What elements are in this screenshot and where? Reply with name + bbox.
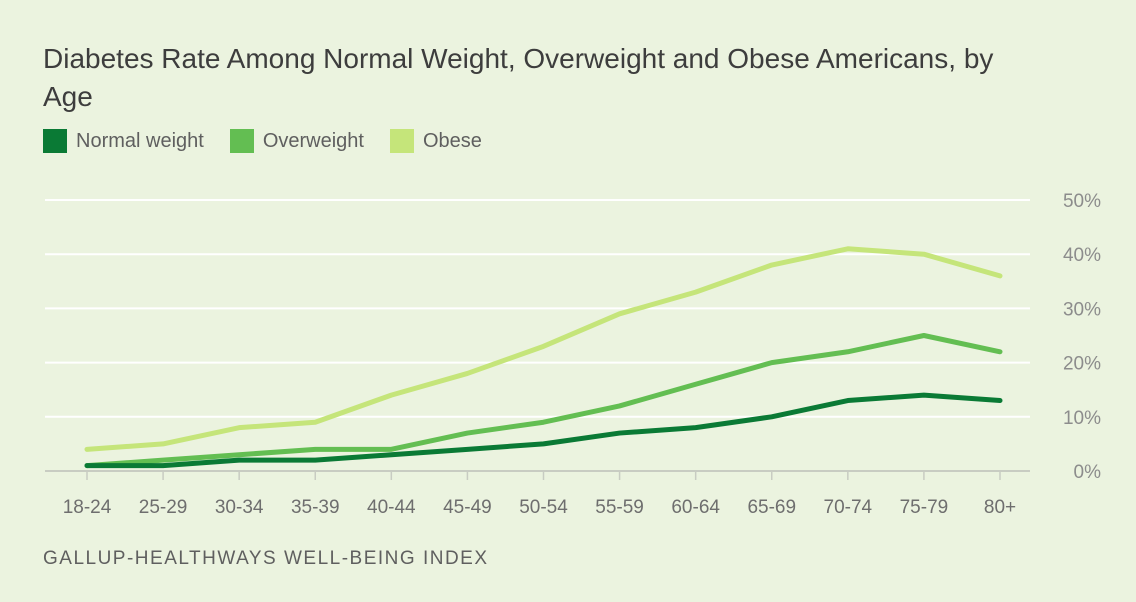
x-tick-label: 30-34 <box>215 497 264 518</box>
chart-figure: Diabetes Rate Among Normal Weight, Overw… <box>0 0 1136 602</box>
x-tick-label: 50-54 <box>519 497 568 518</box>
x-tick-label: 35-39 <box>291 497 340 518</box>
line-chart: 0% 10% 20% 30% 40% 50% 18-24 25-29 30-34 35-39 40-… <box>0 0 1136 602</box>
x-tick-label: 80+ <box>984 497 1016 518</box>
x-tick-label: 18-24 <box>63 497 112 518</box>
x-tick-label: 75-79 <box>900 497 949 518</box>
x-tick-label: 70-74 <box>824 497 873 518</box>
x-tick-label: 40-44 <box>367 497 416 518</box>
y-tick-label: 30% <box>1063 299 1101 320</box>
y-tick-label: 50% <box>1063 191 1101 212</box>
x-tick-label: 65-69 <box>747 497 796 518</box>
x-tick-label: 25-29 <box>139 497 188 518</box>
x-tick-label: 45-49 <box>443 497 492 518</box>
x-tick-label: 60-64 <box>671 497 720 518</box>
y-tick-label: 40% <box>1063 245 1101 266</box>
source-note: GALLUP-HEALTHWAYS WELL-BEING INDEX <box>43 548 489 570</box>
y-tick-label: 0% <box>1074 462 1102 483</box>
y-tick-label: 10% <box>1063 408 1101 429</box>
y-tick-label: 20% <box>1063 354 1101 375</box>
x-tick-label: 55-59 <box>595 497 644 518</box>
